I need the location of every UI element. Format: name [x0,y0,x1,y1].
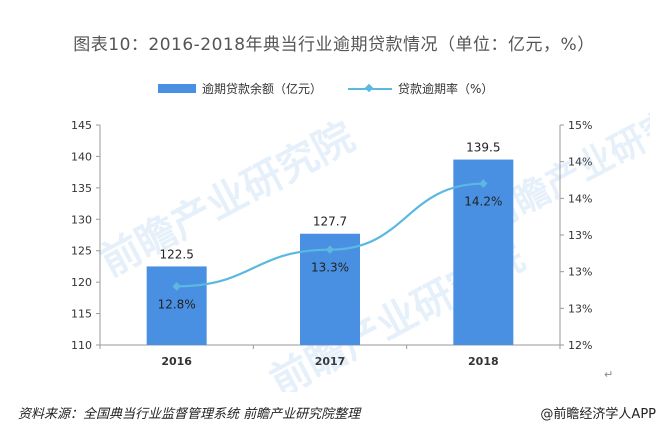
rate-value-label: 13.3% [311,261,349,275]
y-left-tick-label: 135 [71,182,92,195]
legend-line-swatch [348,84,392,94]
rate-point [172,282,181,291]
bar-value-label: 139.5 [466,141,500,155]
y-right-tick-label: 12% [568,339,592,352]
x-tick-label: 2016 [161,355,192,368]
legend: 逾期贷款余额（亿元） 贷款逾期率（%） [0,80,668,100]
y-left-tick-label: 125 [71,245,92,258]
y-left-tick-label: 145 [71,119,92,132]
y-right-tick-label: 13% [568,229,592,242]
y-right-tick-label: 15% [568,119,592,132]
y-right-tick-label: 14% [568,192,592,205]
y-right-tick-label: 13% [568,266,592,279]
y-left-tick-label: 110 [71,339,92,352]
legend-line-label: 贷款逾期率（%） [398,82,494,96]
rate-value-label: 14.2% [464,195,502,209]
y-left-tick-label: 120 [71,276,92,289]
y-left-tick-label: 140 [71,150,92,163]
source-note: 资料来源：全国典当行业监督管理系统 前瞻产业研究院整理 [18,407,361,422]
y-right-tick-label: 13% [568,302,592,315]
rate-point [479,179,488,188]
y-left-tick-label: 130 [71,213,92,226]
bar-2016 [146,266,207,345]
x-tick-label: 2018 [468,355,499,368]
rate-point [325,245,335,254]
legend-bar-swatch [158,84,196,93]
x-tick-label: 2017 [315,355,346,368]
bar-2018 [453,159,514,345]
y-left-tick-label: 115 [71,308,92,321]
rate-value-label: 12.8% [158,297,196,311]
bar-value-label: 122.5 [159,247,193,261]
legend-bar-label: 逾期贷款余额（亿元） [202,82,323,96]
brand-credit: @前瞻经济学人APP [540,407,656,422]
bar-value-label: 127.7 [313,215,347,229]
chart-title: 图表10：2016-2018年典当行业逾期贷款情况（单位：亿元，%） [73,35,595,55]
legend-item-bar: 逾期贷款余额（亿元） [158,80,322,97]
legend-item-line: 贷款逾期率（%） [348,80,493,97]
y-right-tick-label: 14% [568,156,592,169]
return-mark: ↵ [604,368,614,381]
